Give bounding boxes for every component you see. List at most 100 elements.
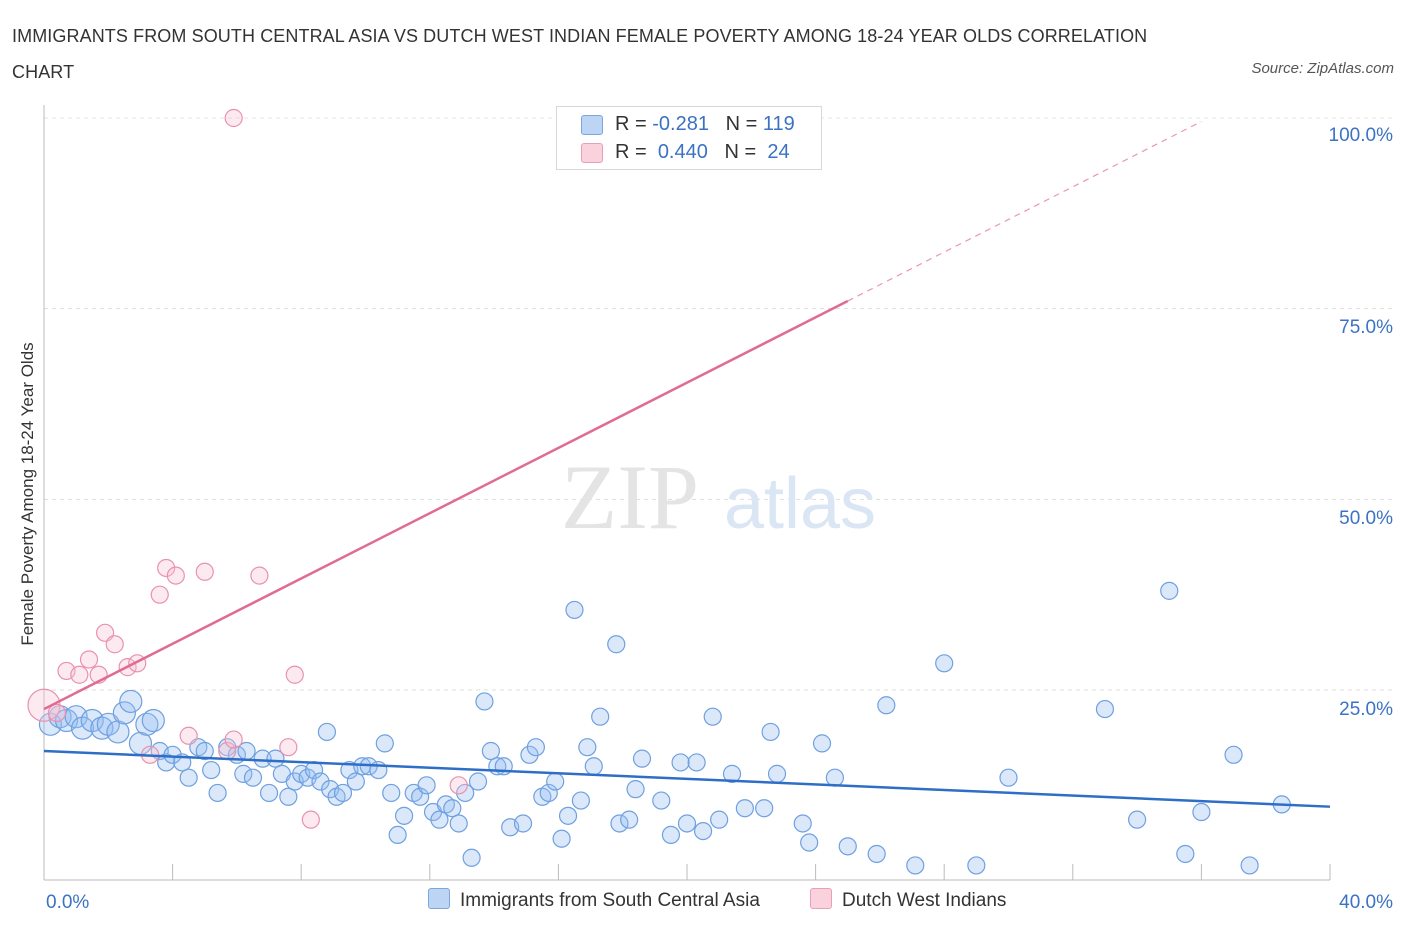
point-south-central-asia	[333, 783, 353, 803]
point-south-central-asia	[1160, 581, 1179, 600]
point-south-central-asia	[825, 768, 844, 787]
point-south-central-asia	[70, 716, 95, 740]
bottom-legend-swatch-pink	[810, 888, 832, 909]
point-south-central-asia	[157, 753, 176, 772]
bottom-legend-label: Immigrants from South Central Asia	[460, 890, 760, 911]
point-south-central-asia	[687, 753, 706, 772]
point-south-central-asia	[417, 776, 436, 795]
point-south-central-asia	[906, 856, 925, 875]
point-south-central-asia	[1224, 745, 1243, 764]
point-south-central-asia	[735, 799, 754, 818]
point-south-central-asia	[652, 791, 671, 810]
point-south-central-asia	[179, 768, 198, 787]
stats-legend: R = -0.281 N = 119 R = 0.440 N = 24	[556, 106, 822, 170]
point-south-central-asia	[558, 806, 578, 825]
point-south-central-asia	[626, 780, 645, 799]
point-dutch-west-indians	[301, 810, 320, 829]
watermark: ZIP atlas	[561, 446, 876, 548]
point-south-central-asia	[693, 821, 713, 841]
point-south-central-asia	[722, 764, 742, 783]
point-south-central-asia	[565, 600, 584, 620]
point-south-central-asia	[967, 856, 986, 875]
point-south-central-asia	[375, 734, 394, 753]
point-dutch-west-indians	[166, 566, 185, 585]
point-south-central-asia	[513, 814, 533, 833]
point-south-central-asia	[620, 810, 639, 829]
y-axis-label: Female Poverty Among 18-24 Year Olds	[18, 342, 37, 646]
chart-source: Source: ZipAtlas.com	[1251, 60, 1394, 77]
bottom-legend-label: Dutch West Indians	[842, 890, 1007, 911]
point-south-central-asia	[526, 738, 545, 757]
y-tick-label: 100.0%	[1329, 125, 1394, 146]
point-south-central-asia	[449, 814, 468, 833]
point-south-central-asia	[208, 783, 227, 803]
point-south-central-asia	[481, 741, 500, 761]
point-south-central-asia	[443, 799, 462, 818]
point-south-central-asia	[243, 768, 263, 787]
grid-lines	[44, 117, 1396, 691]
point-south-central-asia	[578, 738, 597, 757]
point-dutch-west-indians	[224, 730, 243, 749]
point-south-central-asia	[462, 848, 481, 867]
point-south-central-asia	[382, 783, 401, 803]
point-south-central-asia	[584, 757, 603, 776]
point-south-central-asia	[520, 745, 539, 764]
point-dutch-west-indians	[250, 566, 269, 585]
point-south-central-asia	[539, 783, 558, 803]
point-south-central-asia	[710, 810, 729, 829]
x-tick-label: 40.0%	[1339, 892, 1393, 913]
point-south-central-asia	[1176, 844, 1195, 864]
point-south-central-asia	[755, 799, 774, 818]
chart-title: IMMIGRANTS FROM SOUTH CENTRAL ASIA VS DU…	[12, 26, 1148, 82]
watermark-zip: ZIP	[561, 446, 699, 548]
point-south-central-asia	[838, 837, 857, 856]
point-south-central-asia	[218, 738, 237, 757]
point-dutch-west-indians	[157, 558, 176, 578]
point-south-central-asia	[279, 787, 298, 806]
point-south-central-asia	[761, 722, 780, 742]
point-south-central-asia	[119, 689, 143, 714]
bottom-legend-swatch-blue	[428, 888, 450, 909]
point-south-central-asia	[767, 764, 787, 783]
point-south-central-asia	[394, 806, 414, 825]
point-dutch-west-indians	[195, 562, 214, 581]
watermark-atlas: atlas	[724, 464, 876, 544]
y-tick-label: 25.0%	[1339, 699, 1393, 720]
x-tick-label: 0.0%	[46, 892, 89, 913]
legend-n-value: 119	[762, 113, 795, 135]
point-south-central-asia	[661, 825, 681, 845]
point-dutch-west-indians	[105, 635, 124, 654]
point-south-central-asia	[195, 741, 214, 761]
point-south-central-asia	[607, 635, 626, 654]
tick-labels: 25.0% 50.0% 75.0% 100.0% 0.0% 40.0%	[46, 125, 1393, 913]
point-south-central-asia	[671, 753, 690, 772]
legend-swatch-blue	[581, 115, 603, 135]
trend-line-dutch-west-indians	[43, 299, 849, 711]
point-dutch-west-indians	[285, 665, 304, 684]
point-dutch-west-indians	[449, 776, 468, 795]
point-south-central-asia	[571, 791, 591, 810]
point-dutch-west-indians	[70, 665, 89, 684]
trend-line-south-central-asia	[43, 749, 1331, 808]
point-south-central-asia	[591, 707, 610, 726]
point-south-central-asia	[1095, 699, 1115, 719]
point-south-central-asia	[1127, 810, 1147, 829]
trend-extension-dutch-west-indians	[847, 120, 1202, 302]
point-south-central-asia	[106, 720, 130, 744]
point-south-central-asia	[793, 814, 812, 833]
point-dutch-west-indians	[279, 738, 298, 757]
point-south-central-asia	[552, 829, 571, 848]
point-south-central-asia	[202, 760, 221, 780]
point-dutch-west-indians	[150, 585, 169, 604]
point-south-central-asia	[999, 768, 1018, 787]
point-south-central-asia	[430, 810, 449, 829]
legend-n-value: 24	[767, 141, 790, 163]
point-south-central-asia	[1192, 802, 1211, 822]
point-south-central-asia	[935, 654, 954, 673]
point-south-central-asia	[1240, 856, 1259, 875]
point-south-central-asia	[163, 745, 182, 764]
y-tick-label: 75.0%	[1339, 317, 1393, 338]
point-south-central-asia	[812, 734, 832, 753]
point-south-central-asia	[253, 749, 272, 768]
point-south-central-asia	[112, 701, 136, 725]
